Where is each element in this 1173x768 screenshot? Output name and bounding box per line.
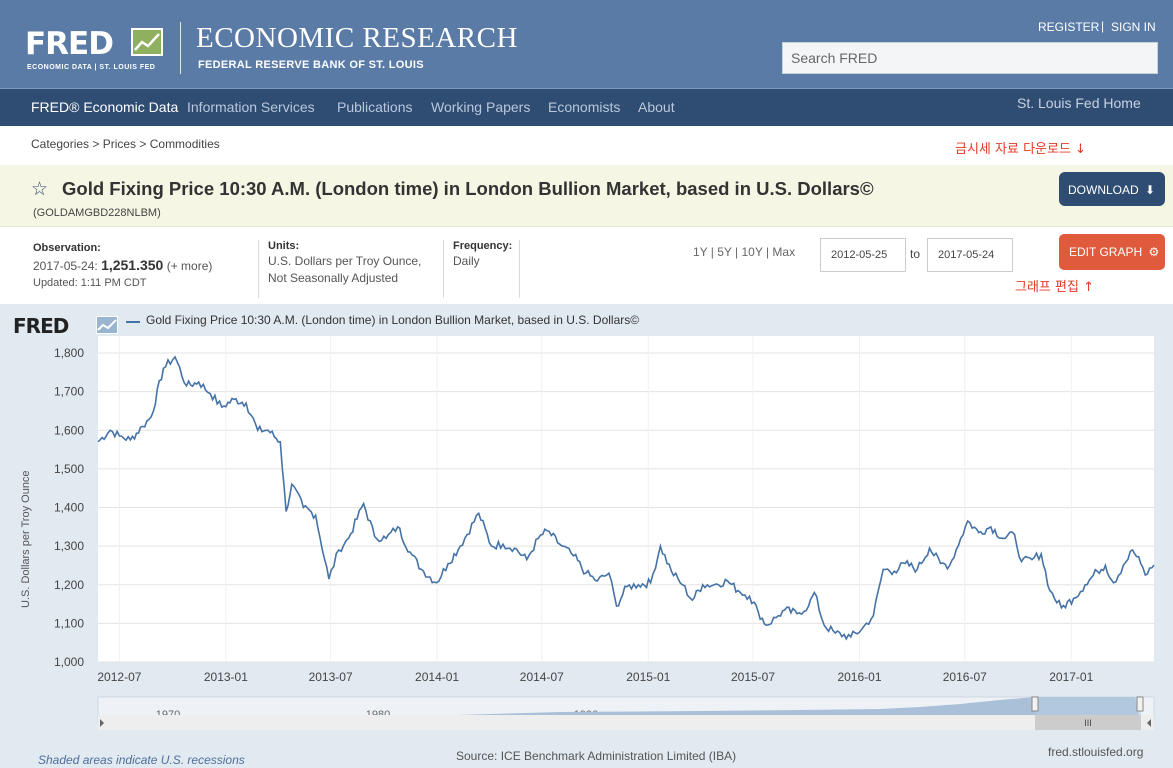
logo-subtitle: ECONOMIC DATA | ST. LOUIS FED bbox=[27, 64, 156, 71]
bank-subtitle: FEDERAL RESERVE BANK OF ST. LOUIS bbox=[198, 59, 424, 71]
sign-in-link[interactable]: SIGN IN bbox=[1111, 20, 1156, 34]
register-link[interactable]: REGISTER bbox=[1038, 20, 1100, 34]
frequency-label: Frequency: bbox=[453, 240, 513, 252]
range-selector[interactable]: 1Y | 5Y | 10Y | Max bbox=[693, 245, 796, 259]
observation-more-link[interactable]: (+ more) bbox=[166, 259, 213, 273]
nav-item-fred[interactable]: FRED® Economic Data bbox=[31, 99, 179, 115]
site-header: FRED ECONOMIC DATA | ST. LOUIS FED ECONO… bbox=[0, 0, 1173, 88]
updated-time: Updated: 1:11 PM CDT bbox=[33, 277, 147, 289]
edit-graph-label: EDIT GRAPH bbox=[1069, 245, 1143, 259]
star-icon[interactable]: ☆ bbox=[31, 179, 49, 200]
info-divider bbox=[258, 240, 259, 298]
edit-graph-button[interactable]: EDIT GRAPH ⚙ bbox=[1059, 234, 1165, 270]
y-axis-label: U.S. Dollars per Troy Ounce bbox=[20, 470, 32, 608]
edit-annotation: 그래프 편집 ↑ bbox=[1015, 280, 1094, 295]
download-label: DOWNLOAD bbox=[1068, 183, 1139, 197]
chart-panel: FRED Gold Fixing Price 10:30 A.M. (Londo… bbox=[0, 304, 1173, 768]
chart-fred-logo: FRED bbox=[13, 314, 69, 338]
date-to-input[interactable]: 2017-05-24 bbox=[927, 238, 1013, 272]
fred-logo[interactable]: FRED bbox=[25, 26, 114, 62]
date-from-input[interactable]: 2012-05-25 bbox=[820, 238, 906, 272]
series-id: (GOLDAMGBD228NLBM) bbox=[33, 207, 161, 219]
download-icon: ⬇ bbox=[1145, 183, 1156, 197]
info-divider bbox=[519, 240, 520, 298]
chart-legend: Gold Fixing Price 10:30 A.M. (London tim… bbox=[146, 313, 640, 327]
st-louis-fed-home-link[interactable]: St. Louis Fed Home bbox=[1017, 95, 1141, 111]
observation-date: 2017-05-24: bbox=[33, 259, 98, 273]
search-input[interactable] bbox=[782, 42, 1158, 74]
series-title-band: ☆ Gold Fixing Price 10:30 A.M. (London t… bbox=[0, 165, 1173, 227]
nav-item-working-papers[interactable]: Working Papers bbox=[431, 99, 531, 115]
nav-item-about[interactable]: About bbox=[638, 99, 675, 115]
header-divider bbox=[180, 22, 181, 74]
to-label: to bbox=[910, 247, 921, 261]
fred-logo-chart-icon bbox=[131, 28, 163, 56]
units-value-line-1: U.S. Dollars per Troy Ounce, bbox=[268, 254, 422, 268]
units-value-line-2: Not Seasonally Adjusted bbox=[268, 271, 399, 285]
nav-item-publications[interactable]: Publications bbox=[337, 99, 413, 115]
nav-item-information-services[interactable]: Information Services bbox=[187, 99, 315, 115]
economic-research-title[interactable]: ECONOMIC RESEARCH bbox=[196, 22, 518, 54]
site-url: fred.stlouisfed.org bbox=[1048, 745, 1144, 759]
observation-value-row: 2017-05-24: 1,251.350 (+ more) bbox=[33, 257, 212, 274]
series-title: Gold Fixing Price 10:30 A.M. (London tim… bbox=[62, 178, 874, 199]
units-label: Units: bbox=[268, 240, 300, 252]
download-button[interactable]: DOWNLOAD ⬇ bbox=[1059, 172, 1165, 206]
recession-note[interactable]: Shaded areas indicate U.S. recessions bbox=[38, 753, 245, 767]
observation-label: Observation: bbox=[33, 242, 101, 254]
main-nav: FRED® Economic Data Information Services… bbox=[0, 88, 1173, 126]
legend-swatch bbox=[126, 321, 140, 323]
observation-value: 1,251.350 bbox=[101, 257, 164, 273]
source-note[interactable]: Source: ICE Benchmark Administration Lim… bbox=[456, 749, 737, 763]
chart-logo-icon bbox=[96, 316, 118, 334]
separator: | bbox=[1101, 19, 1105, 33]
breadcrumb[interactable]: Categories > Prices > Commodities bbox=[31, 137, 220, 151]
nav-item-economists[interactable]: Economists bbox=[548, 99, 621, 115]
gear-icon: ⚙ bbox=[1148, 245, 1160, 259]
info-divider bbox=[443, 240, 444, 298]
frequency-value: Daily bbox=[453, 254, 480, 268]
download-annotation: 금시세 자료 다운로드 ↓ bbox=[955, 142, 1086, 157]
